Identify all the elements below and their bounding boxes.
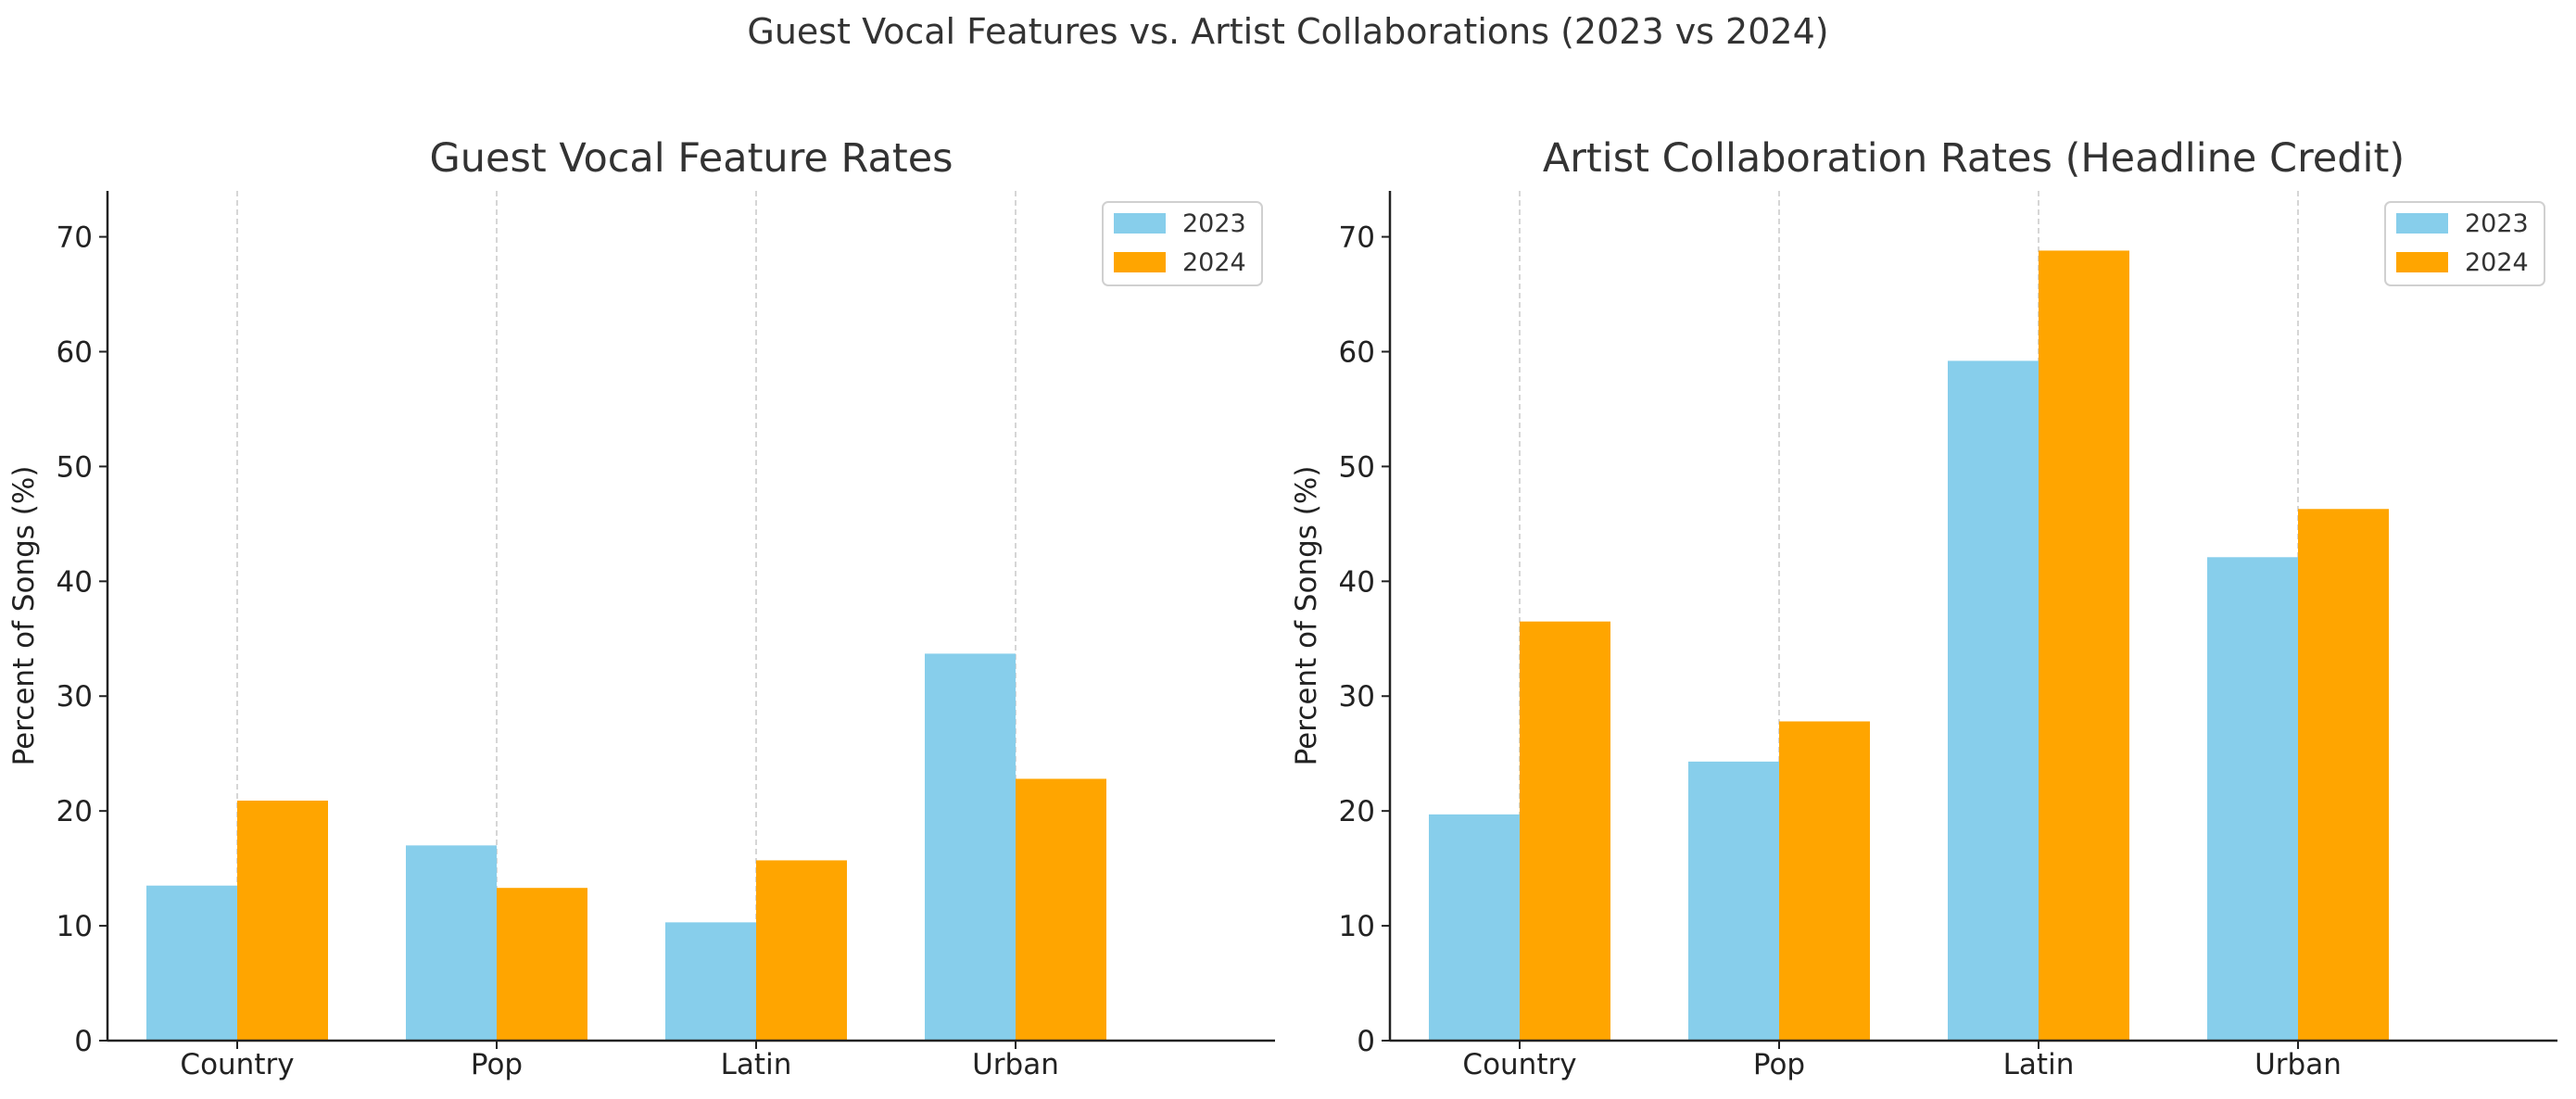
bar-2023-country: [146, 885, 237, 1041]
legend-label-2024: 2024: [2465, 248, 2529, 277]
bar-2023-pop: [1688, 761, 1779, 1041]
y-tick-label: 50: [57, 450, 93, 484]
y-tick-label: 30: [1339, 680, 1375, 714]
subplot-title: Guest Vocal Feature Rates: [429, 135, 953, 182]
y-tick-label: 30: [57, 680, 93, 714]
y-tick-label: 60: [1339, 335, 1375, 369]
bar-2023-urban: [2207, 557, 2298, 1041]
legend-swatch-2023: [2396, 213, 2448, 234]
y-tick-label: 60: [57, 335, 93, 369]
legend-label-2023: 2023: [2465, 209, 2529, 238]
bar-2024-country: [1520, 621, 1610, 1041]
y-tick-label: 70: [1339, 221, 1375, 255]
y-tick-label: 20: [57, 795, 93, 828]
y-axis-title: Percent of Songs (%): [1290, 466, 1323, 766]
x-tick-label: Pop: [471, 1048, 523, 1081]
bar-2024-urban: [2298, 509, 2389, 1041]
subplot-title: Artist Collaboration Rates (Headline Cre…: [1543, 135, 2405, 182]
legend-swatch-2023: [1114, 213, 1166, 234]
y-tick-label: 50: [1339, 450, 1375, 484]
bar-2024-country: [237, 801, 328, 1041]
bar-2023-urban: [925, 653, 1016, 1041]
y-axis-title: Percent of Songs (%): [7, 466, 41, 766]
bar-2023-pop: [406, 845, 497, 1041]
y-tick-label: 40: [57, 565, 93, 599]
y-tick-label: 0: [74, 1025, 93, 1058]
y-tick-label: 70: [57, 221, 93, 255]
legend-swatch-2024: [2396, 252, 2448, 272]
y-tick-label: 10: [57, 910, 93, 943]
bar-2024-pop: [497, 888, 587, 1041]
y-tick-label: 40: [1339, 565, 1375, 599]
chart-guest-vocal-features: 0 10 20 30 40 50 60 70 Country Pop Latin Urban Perce…: [7, 135, 1275, 1081]
bar-2024-pop: [1779, 721, 1870, 1041]
legend: 2023 2024: [2384, 201, 2545, 286]
legend-label-2023: 2023: [1182, 209, 1246, 238]
y-tick-label: 20: [1339, 795, 1375, 828]
x-tick-label: Country: [180, 1048, 294, 1081]
x-tick-label: Urban: [972, 1048, 1059, 1081]
bar-2023-latin: [1948, 360, 2039, 1041]
bar-2023-latin: [665, 922, 756, 1041]
legend-label-2024: 2024: [1182, 248, 1246, 277]
y-tick-label: 10: [1339, 910, 1375, 943]
figure-title: Guest Vocal Features vs. Artist Collabor…: [747, 11, 1829, 52]
bar-2024-urban: [1016, 778, 1106, 1041]
legend: 2023 2024: [1102, 201, 1263, 286]
y-tick-label: 0: [1357, 1025, 1375, 1058]
bar-2024-latin: [2039, 250, 2129, 1041]
x-tick-label: Latin: [721, 1048, 792, 1081]
bar-2023-country: [1429, 814, 1520, 1041]
bar-2024-latin: [756, 860, 847, 1041]
x-tick-label: Pop: [1753, 1048, 1805, 1081]
chart-artist-collaborations: 0 10 20 30 40 50 60 70 Country Pop Latin Urban Perce…: [1290, 135, 2557, 1081]
legend-swatch-2024: [1114, 252, 1166, 272]
x-tick-label: Country: [1462, 1048, 1576, 1081]
x-tick-label: Urban: [2254, 1048, 2342, 1081]
x-tick-label: Latin: [2003, 1048, 2075, 1081]
